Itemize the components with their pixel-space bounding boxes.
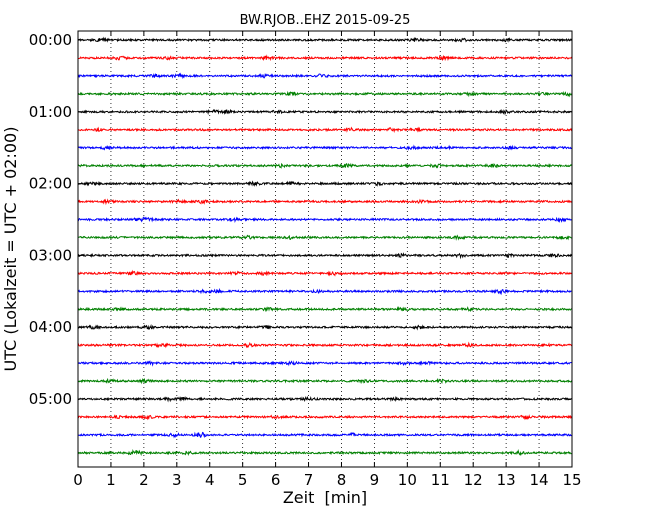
trace-0015 bbox=[77, 54, 573, 62]
y-tick-label: 05:00 bbox=[29, 390, 72, 408]
trace-0000 bbox=[77, 36, 573, 43]
x-tick-label: 7 bbox=[304, 471, 314, 489]
trace-0500 bbox=[77, 395, 573, 403]
x-tick-label: 13 bbox=[497, 471, 516, 489]
trace-0430 bbox=[77, 360, 573, 367]
trace-0245 bbox=[77, 234, 573, 241]
trace-0345 bbox=[77, 306, 573, 313]
traces-layer bbox=[77, 36, 573, 457]
y-tick-label: 02:00 bbox=[29, 175, 72, 193]
plot-frame bbox=[77, 30, 573, 468]
y-tick-label: 00:00 bbox=[29, 31, 72, 49]
x-tick-label: 12 bbox=[464, 471, 483, 489]
x-axis-label: Zeit [min] bbox=[283, 488, 367, 507]
trace-0445 bbox=[77, 377, 573, 385]
grid-layer bbox=[110, 31, 540, 467]
trace-0100 bbox=[77, 108, 573, 116]
trace-0145 bbox=[77, 162, 573, 169]
x-tick-label: 1 bbox=[106, 471, 116, 489]
trace-0030 bbox=[77, 72, 573, 80]
chart-title: BW.RJOB..EHZ 2015-09-25 bbox=[240, 13, 411, 28]
trace-0315 bbox=[77, 269, 573, 277]
trace-0530 bbox=[77, 431, 573, 439]
trace-0400 bbox=[77, 323, 573, 331]
x-tick-label: 14 bbox=[530, 471, 549, 489]
x-tick-label: 11 bbox=[431, 471, 450, 489]
x-tick-label: 0 bbox=[73, 471, 83, 489]
trace-0130 bbox=[77, 144, 573, 151]
x-tick-label: 5 bbox=[238, 471, 248, 489]
trace-0115 bbox=[77, 126, 573, 134]
trace-0415 bbox=[77, 341, 573, 349]
x-tick-label: 10 bbox=[398, 471, 417, 489]
trace-0545 bbox=[77, 448, 573, 457]
trace-0300 bbox=[77, 252, 573, 260]
x-tick-label: 4 bbox=[205, 471, 215, 489]
trace-0200 bbox=[77, 180, 573, 187]
x-tick-label: 9 bbox=[370, 471, 380, 489]
trace-0045 bbox=[77, 90, 573, 98]
x-tick-label: 6 bbox=[271, 471, 281, 489]
y-tick-label: 03:00 bbox=[29, 246, 72, 264]
trace-0330 bbox=[77, 287, 573, 296]
y-axis: 00:00 01:00 02:00 03:00 04:00 05:00 bbox=[29, 31, 572, 408]
x-tick-label: 3 bbox=[172, 471, 182, 489]
trace-0515 bbox=[77, 414, 573, 421]
y-axis-label: UTC (Lokalzeit = UTC + 02:00) bbox=[1, 127, 20, 372]
trace-0230 bbox=[77, 216, 573, 224]
trace-0215 bbox=[77, 198, 573, 206]
x-tick-label: 8 bbox=[337, 471, 347, 489]
y-tick-label: 04:00 bbox=[29, 318, 72, 336]
x-tick-label: 2 bbox=[139, 471, 149, 489]
y-tick-label: 01:00 bbox=[29, 103, 72, 121]
x-tick-label: 15 bbox=[562, 471, 581, 489]
x-axis: 0 1 2 3 4 5 6 7 8 9 10 11 12 13 14 15 bbox=[73, 31, 582, 489]
